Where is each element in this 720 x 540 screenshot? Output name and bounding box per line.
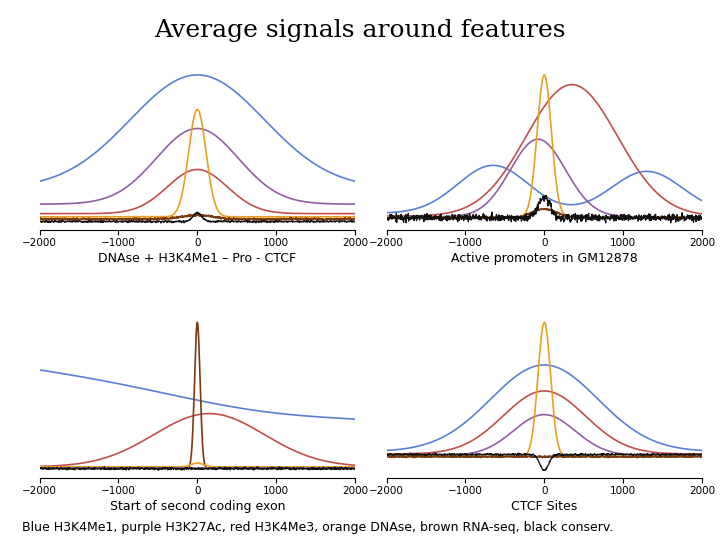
X-axis label: CTCF Sites: CTCF Sites (511, 500, 577, 512)
Text: Blue H3K4Me1, purple H3K27Ac, red H3K4Me3, orange DNAse, brown RNA-seq, black co: Blue H3K4Me1, purple H3K27Ac, red H3K4Me… (22, 521, 613, 534)
X-axis label: Start of second coding exon: Start of second coding exon (109, 500, 285, 512)
X-axis label: Active promoters in GM12878: Active promoters in GM12878 (451, 252, 638, 265)
X-axis label: DNAse + H3K4Me1 – Pro - CTCF: DNAse + H3K4Me1 – Pro - CTCF (98, 252, 297, 265)
Text: Average signals around features: Average signals around features (154, 19, 566, 42)
